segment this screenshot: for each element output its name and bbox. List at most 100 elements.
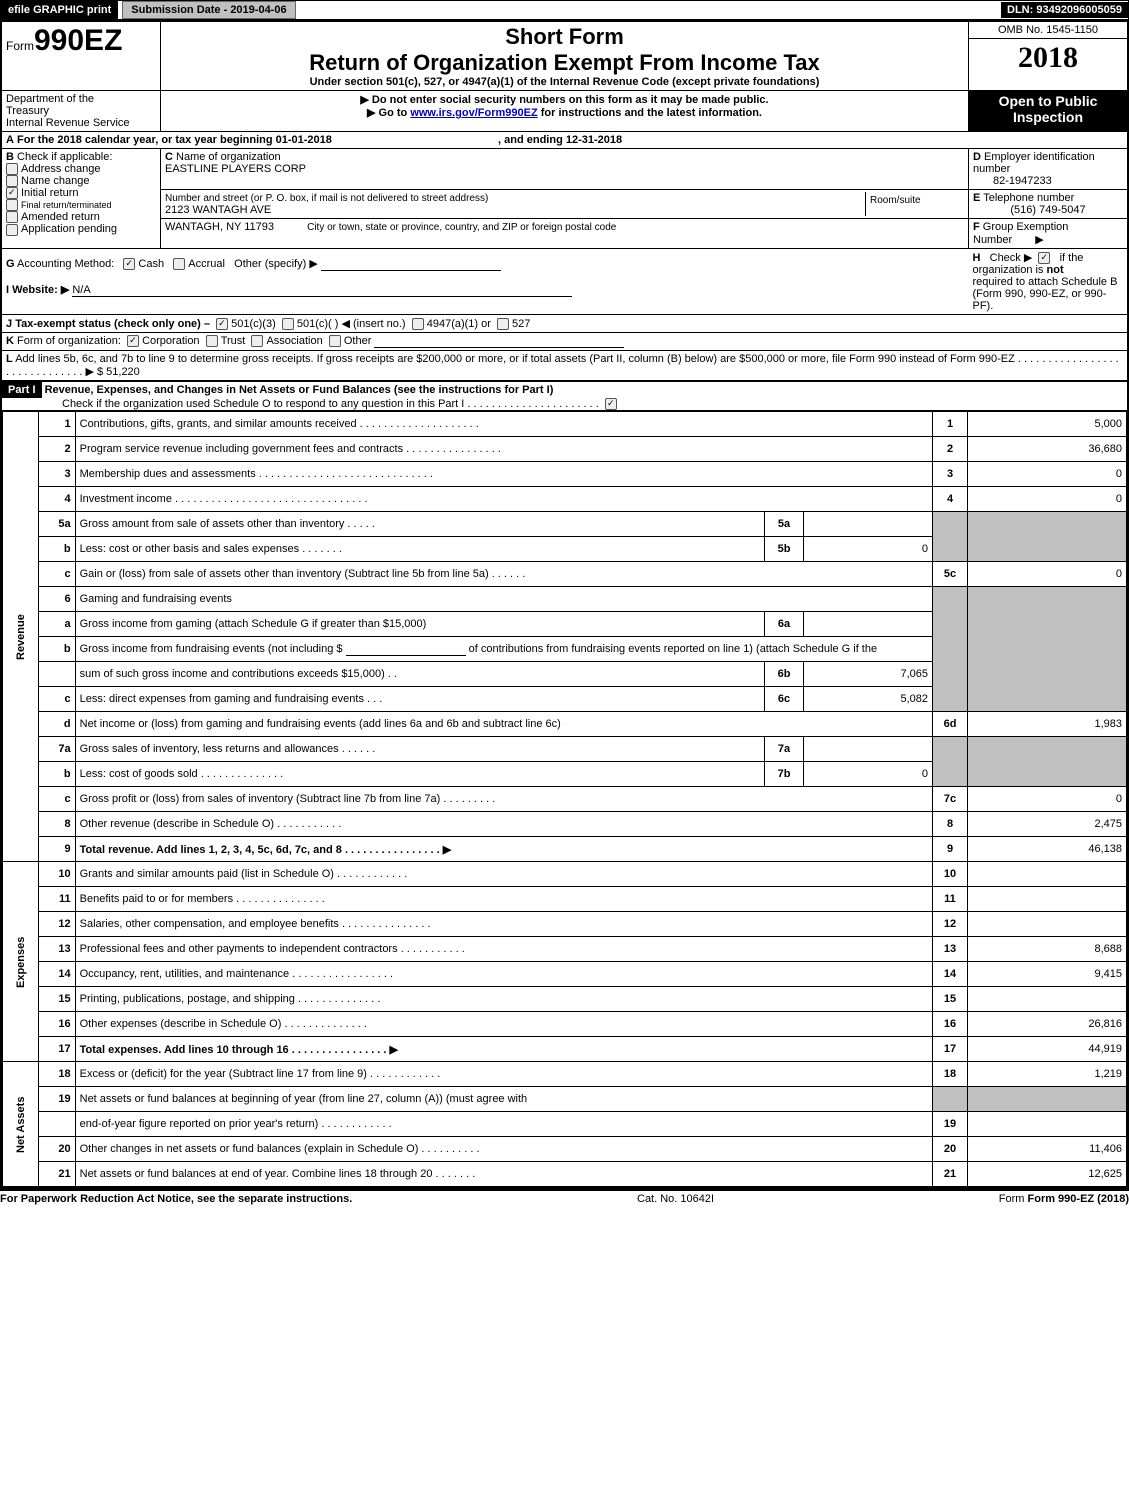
line-17: 17Total expenses. Add lines 10 through 1… xyxy=(3,1037,1127,1062)
j-527: 527 xyxy=(512,318,530,330)
part1-title: Revenue, Expenses, and Changes in Net As… xyxy=(45,384,554,396)
group-exemption-label: Group Exemption xyxy=(983,221,1069,233)
phone-value: (516) 749-5047 xyxy=(973,204,1123,216)
checkbox-4947[interactable] xyxy=(412,318,424,330)
name-of-org-label: Name of organization xyxy=(176,151,281,163)
check-if-applicable: Check if applicable: xyxy=(17,151,112,163)
checkbox-assoc[interactable] xyxy=(251,335,263,347)
checkbox-final[interactable] xyxy=(6,199,18,211)
checkbox-schedule-b[interactable] xyxy=(1038,252,1050,264)
letter-I: I xyxy=(6,284,9,296)
phone-label: Telephone number xyxy=(983,192,1074,204)
line-3: 3Membership dues and assessments . . . .… xyxy=(3,462,1127,487)
dept-line1: Department of the xyxy=(6,93,156,105)
letter-G: G xyxy=(6,258,15,270)
line-4: 4Investment income . . . . . . . . . . .… xyxy=(3,487,1127,512)
checkbox-accrual[interactable] xyxy=(173,258,185,270)
footer-left: For Paperwork Reduction Act Notice, see … xyxy=(0,1193,352,1205)
street-value: 2123 WANTAGH AVE xyxy=(165,204,271,216)
line-7a: 7aGross sales of inventory, less returns… xyxy=(3,737,1127,762)
checkbox-cash[interactable] xyxy=(123,258,135,270)
line-10: Expenses 10Grants and similar amounts pa… xyxy=(3,862,1127,887)
letter-K: K xyxy=(6,335,14,347)
checkbox-name-change[interactable] xyxy=(6,175,18,187)
footer-right: Form Form 990-EZ (2018) xyxy=(999,1193,1129,1205)
checkbox-application[interactable] xyxy=(6,224,18,236)
irs-link[interactable]: www.irs.gov/Form990EZ xyxy=(410,107,537,119)
group-exemption-number: Number xyxy=(973,234,1012,246)
tax-year: 2018 xyxy=(969,39,1129,91)
j-text: Tax-exempt status (check only one) – xyxy=(15,318,210,330)
letter-J: J xyxy=(6,318,12,330)
line-5c: cGain or (loss) from sale of assets othe… xyxy=(3,562,1127,587)
checkbox-other-org[interactable] xyxy=(329,335,341,347)
line-15: 15Printing, publications, postage, and s… xyxy=(3,987,1127,1012)
letter-F: F xyxy=(973,221,980,233)
line-a-text: For the 2018 calendar year, or tax year … xyxy=(17,134,332,146)
ein-label: Employer identification number xyxy=(973,151,1095,175)
item-name: Name change xyxy=(21,175,90,187)
footer-mid: Cat. No. 10642I xyxy=(637,1193,714,1205)
letter-H: H xyxy=(973,252,981,264)
checkbox-501c3[interactable] xyxy=(216,318,228,330)
efile-print-button[interactable]: efile GRAPHIC print xyxy=(1,1,118,19)
j-4947: 4947(a)(1) or xyxy=(427,318,491,330)
letter-L: L xyxy=(6,353,13,365)
letter-A: A xyxy=(6,134,14,146)
letter-E: E xyxy=(973,192,980,204)
checkbox-trust[interactable] xyxy=(206,335,218,347)
line-11: 11Benefits paid to or for members . . . … xyxy=(3,887,1127,912)
l-text: Add lines 5b, 6c, and 7b to line 9 to de… xyxy=(6,353,1119,378)
open-to-public: Open to Public Inspection xyxy=(969,91,1129,132)
k-text: Form of organization: xyxy=(17,335,121,347)
submission-date-button[interactable]: Submission Date - 2019-04-06 xyxy=(122,1,295,19)
return-title: Return of Organization Exempt From Incom… xyxy=(165,50,964,76)
goto-line: ▶ Go to www.irs.gov/Form990EZ for instru… xyxy=(165,106,964,119)
k-other: Other xyxy=(344,335,372,347)
line-14: 14Occupancy, rent, utilities, and mainte… xyxy=(3,962,1127,987)
letter-D: D xyxy=(973,151,981,163)
checkbox-corp[interactable] xyxy=(127,335,139,347)
line-9: 9Total revenue. Add lines 1, 2, 3, 4, 5c… xyxy=(3,837,1127,862)
line-8: 8Other revenue (describe in Schedule O) … xyxy=(3,812,1127,837)
line-a-end: , and ending 12-31-2018 xyxy=(498,134,622,146)
cash-label: Cash xyxy=(138,258,164,270)
j-501c: 501(c)( ) ◀ (insert no.) xyxy=(297,318,406,330)
omb-number: OMB No. 1545-1150 xyxy=(969,21,1129,39)
line-1: Revenue 1 Contributions, gifts, grants, … xyxy=(3,412,1127,437)
checkbox-amended[interactable] xyxy=(6,211,18,223)
form-prefix: Form990EZ xyxy=(6,24,156,58)
line-18: Net Assets 18Excess or (deficit) for the… xyxy=(3,1062,1127,1087)
h-not: not xyxy=(1047,264,1064,276)
h-text4: (Form 990, 990-EZ, or 990-PF). xyxy=(973,288,1107,312)
room-label: Room/suite xyxy=(870,195,921,206)
checkbox-schedule-o-part1[interactable] xyxy=(605,398,617,410)
netassets-vert-label: Net Assets xyxy=(3,1062,39,1187)
checkbox-initial-return[interactable] xyxy=(6,187,18,199)
line-13: 13Professional fees and other payments t… xyxy=(3,937,1127,962)
accrual-label: Accrual xyxy=(188,258,225,270)
line-2: 2Program service revenue including gover… xyxy=(3,437,1127,462)
website-value: N/A xyxy=(72,284,90,296)
ssn-warning: ▶ Do not enter social security numbers o… xyxy=(165,93,964,106)
checkbox-address-change[interactable] xyxy=(6,163,18,175)
line-6: 6Gaming and fundraising events xyxy=(3,587,1127,612)
short-form-title: Short Form xyxy=(165,24,964,50)
dept-line2: Treasury xyxy=(6,105,156,117)
city-label: City or town, state or province, country… xyxy=(307,222,616,233)
org-name: EASTLINE PLAYERS CORP xyxy=(165,163,306,175)
line-7c: cGross profit or (loss) from sales of in… xyxy=(3,787,1127,812)
item-amended: Amended return xyxy=(21,211,100,223)
city-value: WANTAGH, NY 11793 xyxy=(165,221,274,233)
footer: For Paperwork Reduction Act Notice, see … xyxy=(0,1189,1129,1207)
expenses-vert-label: Expenses xyxy=(3,862,39,1062)
checkbox-527[interactable] xyxy=(497,318,509,330)
item-final: Final return/terminated xyxy=(21,200,112,210)
line-16: 16Other expenses (describe in Schedule O… xyxy=(3,1012,1127,1037)
checkbox-501c[interactable] xyxy=(282,318,294,330)
line-19-1: 19Net assets or fund balances at beginni… xyxy=(3,1087,1127,1112)
addr-label: Number and street (or P. O. box, if mail… xyxy=(165,193,488,204)
website-label: Website: ▶ xyxy=(12,284,69,296)
k-corp: Corporation xyxy=(142,335,199,347)
revenue-vert-label: Revenue xyxy=(3,412,39,862)
